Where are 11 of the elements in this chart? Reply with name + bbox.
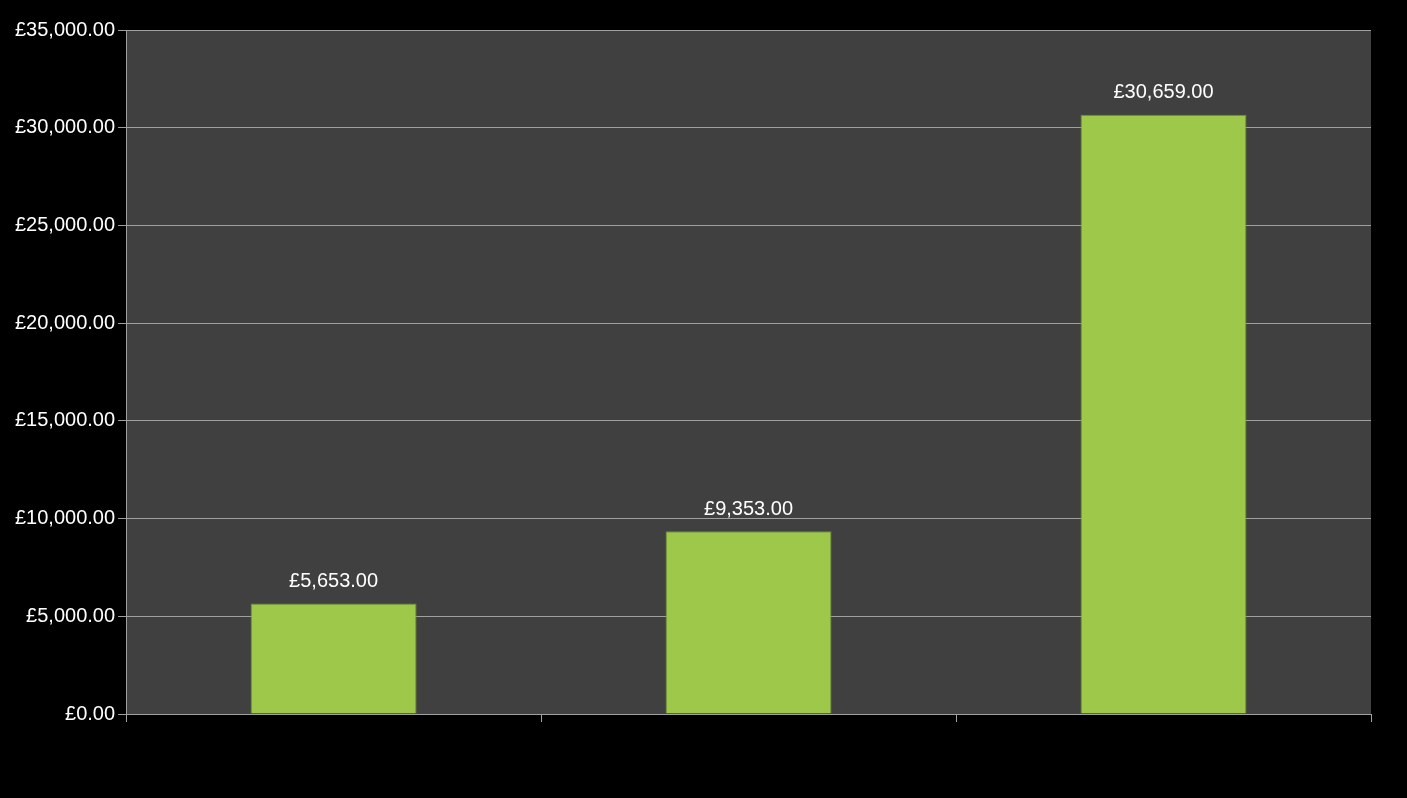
data-label: £30,659.00 (1113, 80, 1214, 103)
y-tick-label: £35,000.00 (14, 17, 116, 40)
y-tick-label: £25,000.00 (14, 212, 116, 235)
y-tick-label: £5,000.00 (26, 603, 116, 626)
y-tick-label: £15,000.00 (14, 408, 116, 431)
y-tick-label: £10,000.00 (14, 506, 116, 529)
y-tick-label: £0.00 (65, 701, 116, 724)
y-tick-label: £20,000.00 (14, 310, 116, 333)
data-label: £5,653.00 (289, 569, 379, 592)
y-tick-label: £30,000.00 (14, 115, 116, 138)
data-label: £9,353.00 (704, 496, 794, 519)
